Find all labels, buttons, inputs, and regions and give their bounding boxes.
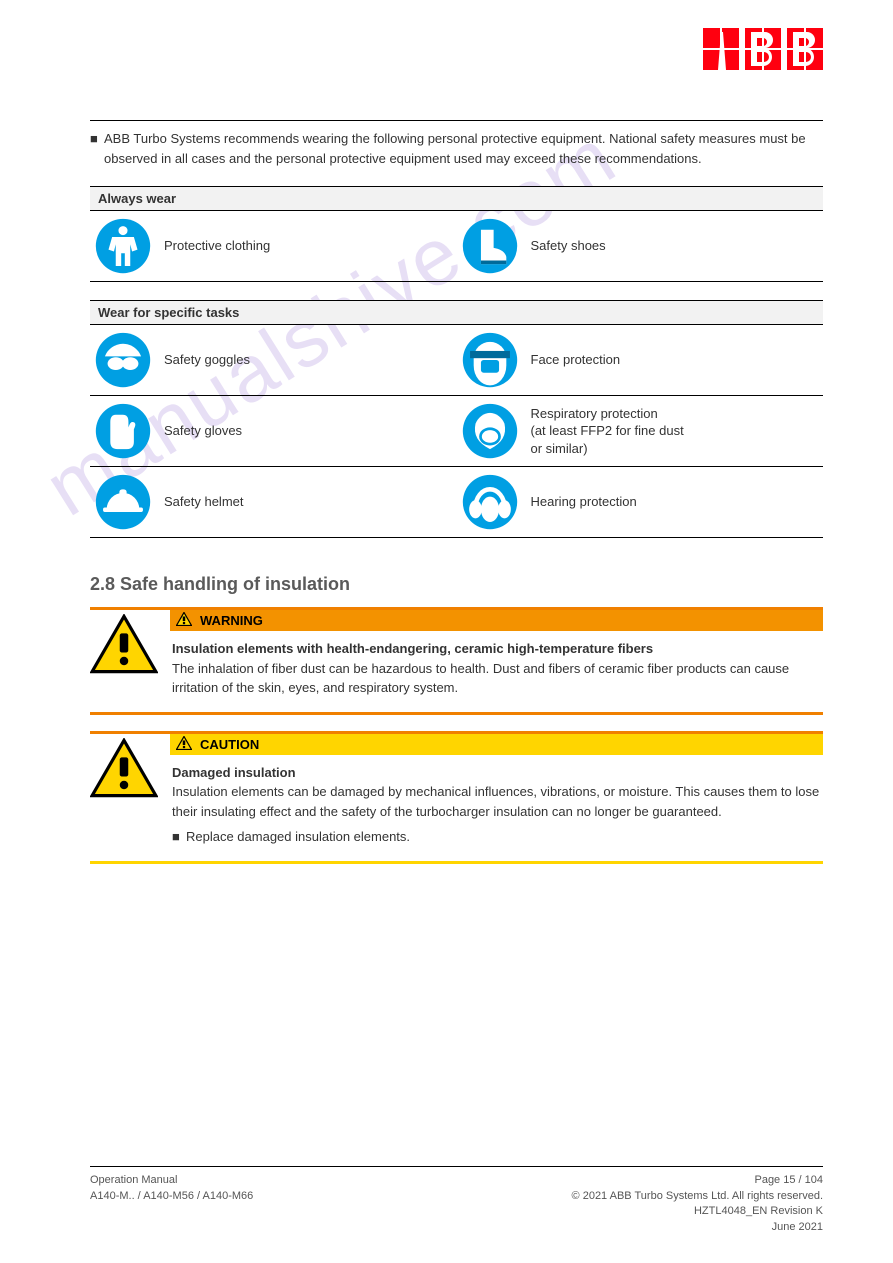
caution-mini-triangle-icon bbox=[176, 736, 192, 753]
boots-icon bbox=[461, 217, 519, 275]
intro-text: ABB Turbo Systems recommends wearing the… bbox=[104, 129, 823, 168]
ppe-label: Safety helmet bbox=[164, 493, 244, 511]
warning-banner: WARNING bbox=[170, 610, 823, 631]
goggles-icon bbox=[94, 331, 152, 389]
section-heading: 2.8 Safe handling of insulation bbox=[90, 574, 823, 595]
section-always-wear: Always wear bbox=[90, 186, 823, 211]
intro-bullet: ■ bbox=[90, 129, 104, 168]
warning-title: Insulation elements with health-endanger… bbox=[172, 639, 821, 659]
warning-body: The inhalation of fiber dust can be haza… bbox=[172, 659, 821, 698]
ppe-label: Safety gloves bbox=[164, 422, 242, 440]
caution-body: Insulation elements can be damaged by me… bbox=[172, 782, 821, 821]
warning-label: WARNING bbox=[200, 613, 263, 628]
faceshield-icon bbox=[461, 331, 519, 389]
footer-copyright: © 2021 ABB Turbo Systems Ltd. All rights… bbox=[572, 1189, 823, 1204]
ppe-label: Face protection bbox=[531, 351, 621, 369]
page-footer: Operation Manual A140-M.. / A140-M56 / A… bbox=[90, 1166, 823, 1235]
earmuffs-icon bbox=[461, 473, 519, 531]
ppe-label: Safety goggles bbox=[164, 351, 250, 369]
footer-revision: HZTL4048_EN Revision K bbox=[572, 1204, 823, 1219]
abb-logo bbox=[703, 28, 823, 74]
coverall-icon bbox=[94, 217, 152, 275]
footer-page: Page 15 / 104 bbox=[572, 1173, 823, 1188]
respirator-icon bbox=[461, 402, 519, 460]
caution-title: Damaged insulation bbox=[172, 763, 821, 783]
footer-model: A140-M.. / A140-M56 / A140-M66 bbox=[90, 1189, 253, 1204]
caution-label: CAUTION bbox=[200, 737, 259, 752]
gloves-icon bbox=[94, 402, 152, 460]
helmet-icon bbox=[94, 473, 152, 531]
caution-banner: CAUTION bbox=[170, 734, 823, 755]
ppe-label: Hearing protection bbox=[531, 493, 637, 511]
warning-mini-triangle-icon bbox=[176, 612, 192, 629]
ppe-label: Safety shoes bbox=[531, 237, 606, 255]
warning-triangle-icon bbox=[90, 610, 170, 677]
section-specific-tasks: Wear for specific tasks bbox=[90, 300, 823, 325]
footer-doc-title: Operation Manual bbox=[90, 1173, 253, 1188]
caution-triangle-icon bbox=[90, 734, 170, 801]
caution-list-bullet: ■ bbox=[172, 827, 186, 847]
footer-date: June 2021 bbox=[572, 1220, 823, 1235]
caution-list-item: Replace damaged insulation elements. bbox=[186, 827, 410, 847]
ppe-label: Protective clothing bbox=[164, 237, 270, 255]
ppe-label: Respiratory protection (at least FFP2 fo… bbox=[531, 405, 684, 458]
intro-paragraph: ■ ABB Turbo Systems recommends wearing t… bbox=[90, 129, 823, 168]
